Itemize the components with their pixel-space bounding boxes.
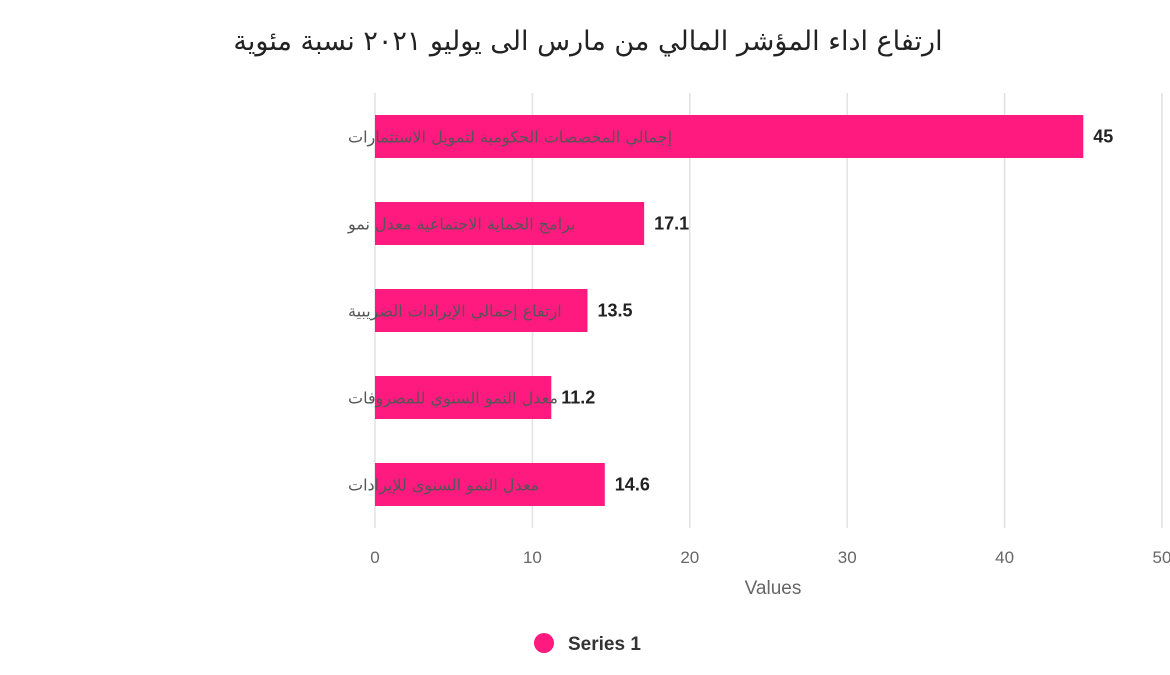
category-label: معدل النمو السنوي للمصروفات: [348, 389, 558, 409]
bar[interactable]: [375, 202, 645, 245]
x-tick-label: 50: [1153, 548, 1170, 567]
category-label: إجمالي المخصصات الحكومية لتمويل الاستثما…: [348, 128, 672, 148]
category-label: ارتفاع إجمالي الإيرادات الضريبية: [348, 302, 562, 322]
x-tick-label: 20: [680, 548, 699, 567]
legend[interactable]: Series 1: [534, 633, 641, 655]
x-axis-ticks: 0 10 20 30 40 50: [370, 548, 1170, 567]
bar[interactable]: [375, 289, 588, 332]
legend-swatch-series-1: [534, 633, 554, 653]
bar[interactable]: [375, 463, 605, 506]
bars: 45 17.1 13.5 11.2 14.6: [375, 115, 1113, 506]
category-labels: إجمالي المخصصات الحكومية لتمويل الاستثما…: [347, 128, 672, 496]
category-label: برامج الحماية الاجتماعية معدل نمو: [347, 215, 575, 235]
x-tick-label: 30: [838, 548, 857, 567]
category-label: معدل النمو السنوى للإيرادات: [348, 476, 539, 496]
data-label: 14.6: [615, 475, 650, 495]
x-tick-label: 0: [370, 548, 379, 567]
x-tick-label: 10: [523, 548, 542, 567]
bar[interactable]: [375, 376, 552, 419]
legend-label-series-1: Series 1: [568, 634, 641, 655]
gridlines: [374, 93, 1163, 528]
data-label: 45: [1093, 127, 1113, 147]
data-label: 13.5: [597, 301, 632, 321]
data-label: 17.1: [654, 214, 689, 234]
data-label: 11.2: [561, 388, 595, 408]
x-axis-title: Values: [745, 578, 802, 599]
bar[interactable]: [375, 115, 1084, 158]
chart-title: ارتفاع اداء المؤشر المالي من مارس الى يو…: [233, 26, 942, 57]
x-tick-label: 40: [995, 548, 1014, 567]
